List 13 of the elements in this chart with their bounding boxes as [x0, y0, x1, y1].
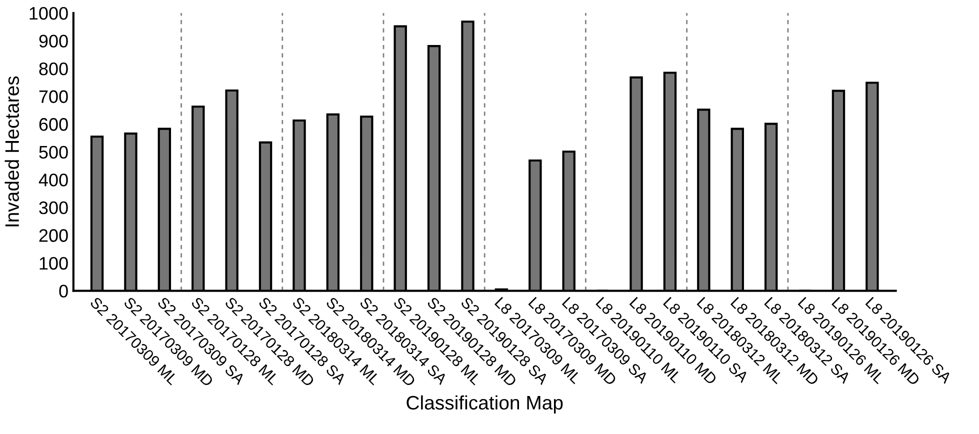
y-tick-label: 800 — [39, 62, 68, 76]
y-tick-label: 200 — [39, 229, 68, 242]
x-axis-title: Classification Map — [406, 395, 563, 414]
y-axis-title: Invaded Hectares — [4, 76, 20, 226]
y-tick-label: 400 — [38, 174, 68, 186]
y-tick-label: 1000 — [30, 6, 68, 20]
y-tick-label: 100 — [40, 256, 68, 270]
y-tick-label: 700 — [39, 90, 68, 104]
y-tick-label: 300 — [39, 201, 68, 214]
y-tick-label: 0 — [59, 284, 68, 298]
y-tick-label: 900 — [39, 34, 68, 48]
y-tick-label: 600 — [39, 118, 68, 131]
y-tick-label: 500 — [39, 146, 68, 159]
